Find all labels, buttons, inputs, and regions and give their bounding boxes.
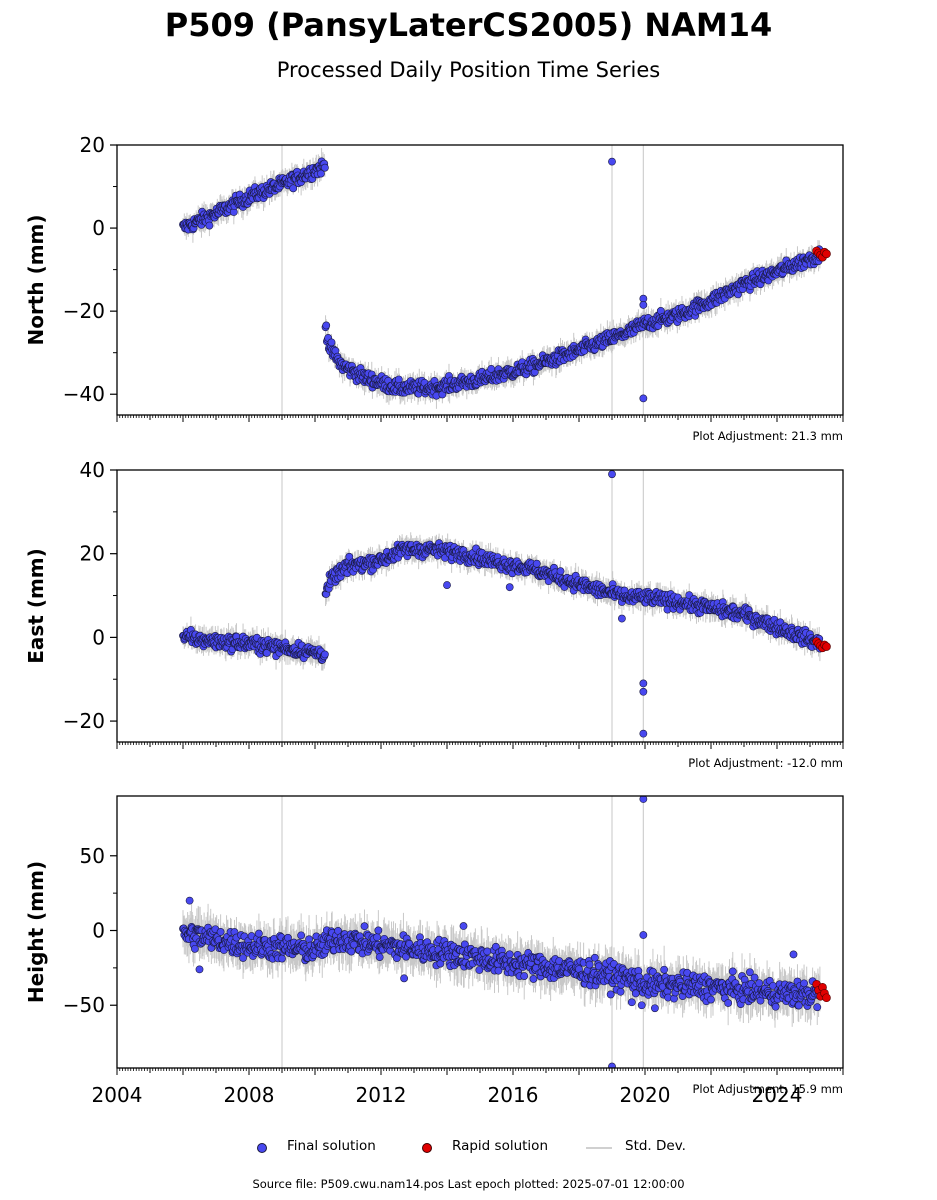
y-tick-label: 0 (92, 625, 105, 649)
final-outlier-point (443, 581, 451, 589)
data-layer (179, 470, 831, 738)
final-outlier-point (639, 729, 648, 738)
final-point (532, 559, 541, 568)
data-layer (179, 147, 831, 409)
data-layer (179, 796, 831, 1068)
rapid-point (822, 642, 831, 651)
chart-subtitle: Processed Daily Position Time Series (276, 58, 661, 82)
y-axis-label: East (mm) (24, 548, 48, 664)
y-tick-label: 20 (80, 542, 105, 566)
panel-1: −40 −20 0 20 North (mm) Plot Adjustment: 21.3… (24, 133, 844, 443)
chart-title: P509 (PansyLaterCS2005) NAM14 (164, 6, 773, 44)
rapid-point (822, 249, 831, 259)
final-outlier-point (608, 157, 616, 166)
final-outlier-point (608, 470, 616, 479)
final-outlier-point (639, 301, 648, 309)
final-outlier-point (639, 394, 648, 403)
final-outlier-point (639, 687, 648, 696)
y-tick-label: 40 (80, 458, 105, 482)
plot-adjustment-label: Plot Adjustment: 21.3 mm (692, 429, 843, 443)
final-outlier-point (618, 614, 626, 623)
panel-2: −20 0 20 40 East (mm) Plot Adjustment: -12.0 … (24, 458, 844, 770)
y-axis-label: North (mm) (24, 214, 48, 345)
final-point (394, 375, 403, 384)
final-outlier-point (505, 583, 514, 592)
plot-adjustment-label: Plot Adjustment: -12.0 mm (688, 756, 843, 770)
y-tick-label: 20 (80, 133, 105, 157)
final-point (322, 321, 331, 330)
final-point (320, 650, 329, 659)
final-outlier-point (639, 679, 648, 688)
final-point (320, 163, 329, 172)
final-point (205, 221, 214, 230)
y-tick-label: −40 (63, 382, 105, 406)
final-point (289, 184, 298, 193)
y-tick-label: −20 (63, 709, 105, 733)
final-point (327, 338, 336, 347)
y-tick-label: −20 (63, 299, 105, 323)
y-tick-label: 0 (92, 216, 105, 240)
final-point (556, 567, 565, 576)
